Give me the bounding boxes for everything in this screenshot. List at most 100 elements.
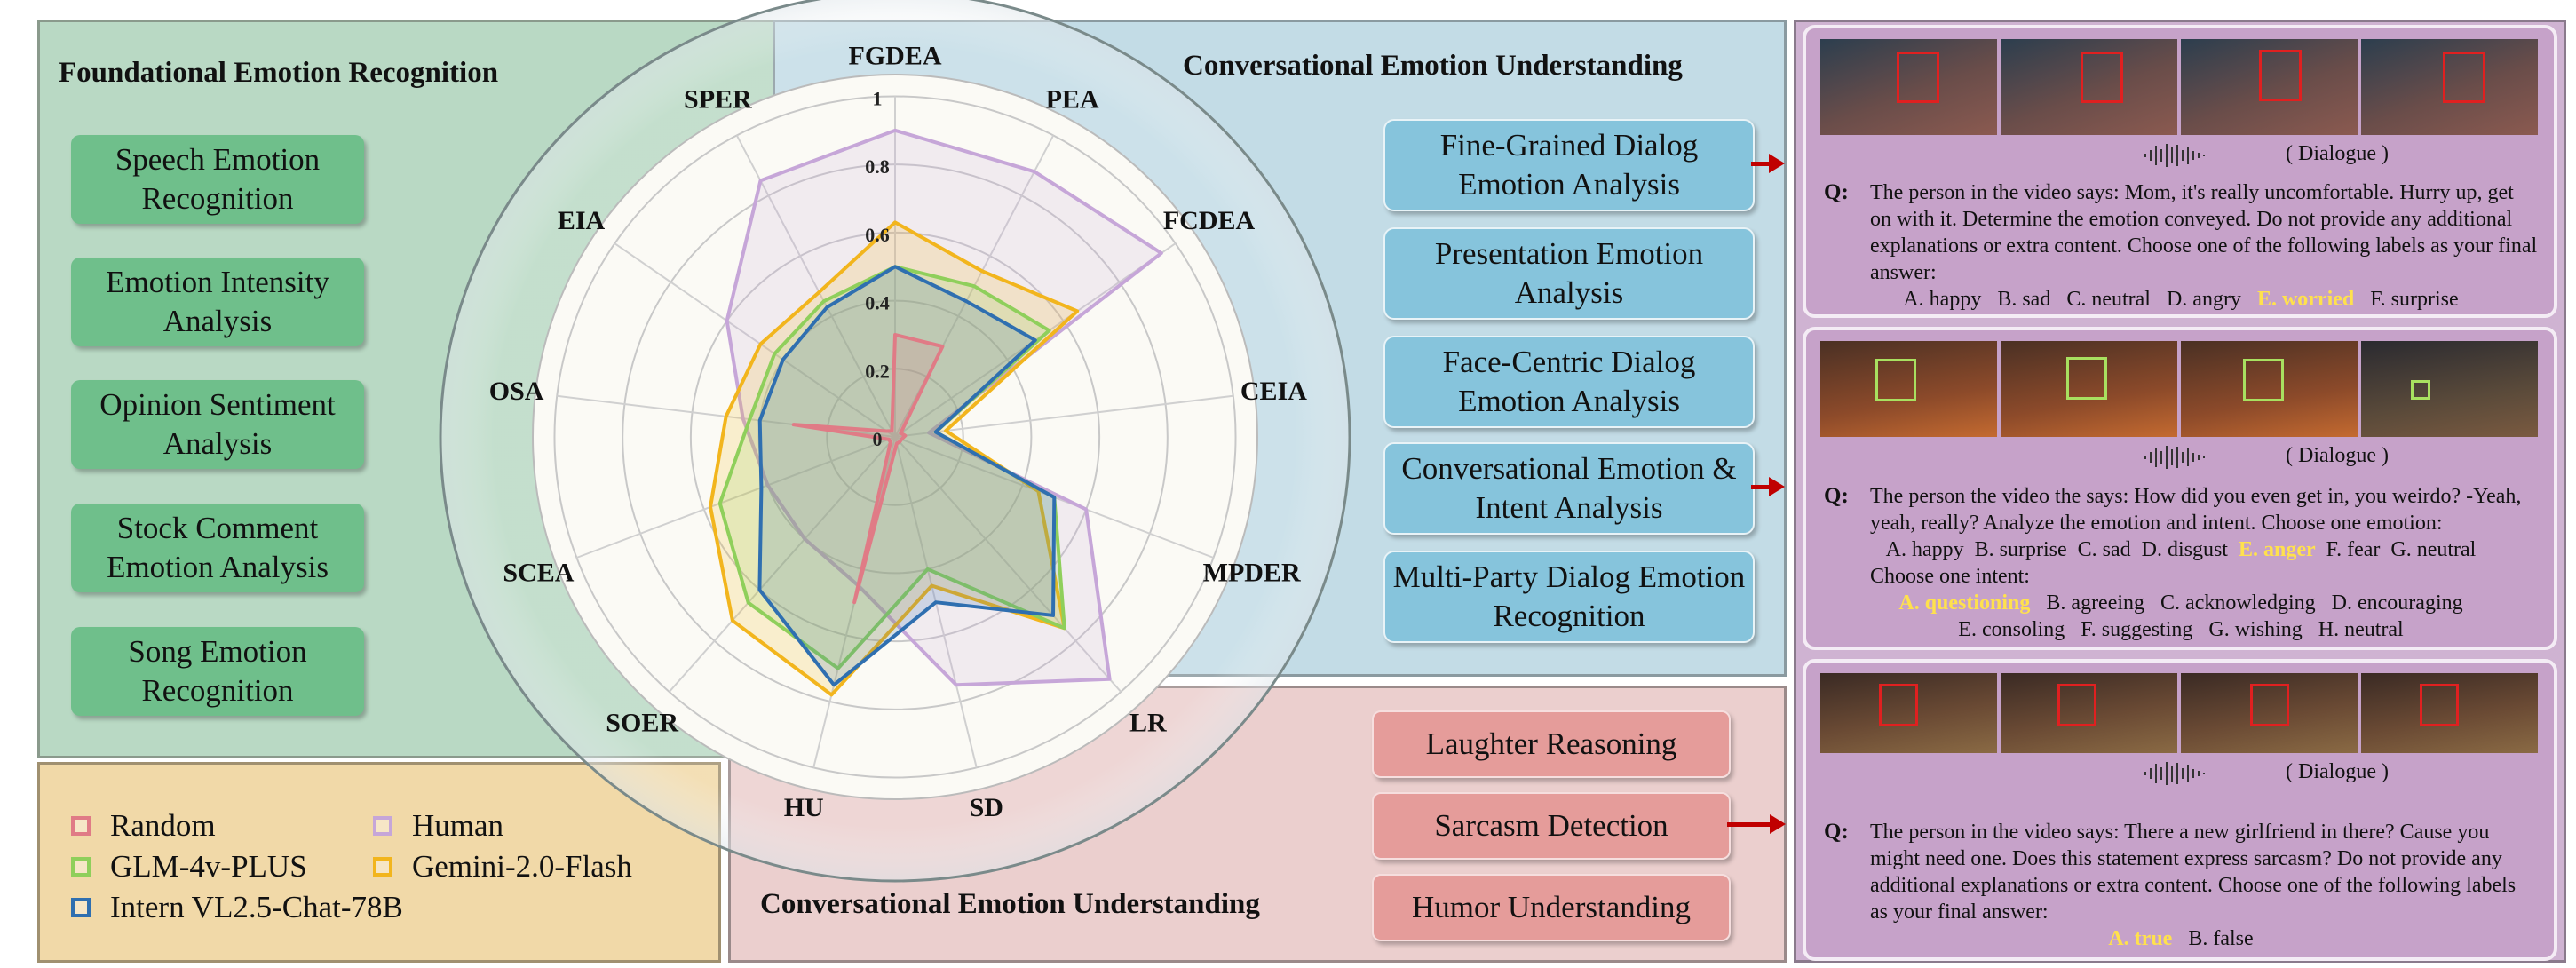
face-box bbox=[2259, 50, 2302, 101]
video-frame bbox=[2181, 39, 2358, 135]
task-fine-grained-dialog-emotion-analysis[interactable]: Fine-Grained Dialog Emotion Analysis bbox=[1383, 119, 1755, 211]
arrow-to-card-2 bbox=[1751, 477, 1785, 496]
video-frame bbox=[2001, 673, 2177, 753]
legend-swatch bbox=[71, 816, 91, 836]
face-box bbox=[2420, 684, 2459, 726]
option: D. angry bbox=[2166, 288, 2241, 311]
video-frame bbox=[2181, 673, 2358, 753]
option: B. false bbox=[2188, 927, 2254, 950]
option: A. happy bbox=[1903, 288, 1982, 311]
video-frames bbox=[1820, 341, 2538, 437]
legend-label: Intern VL2.5-Chat-78B bbox=[110, 890, 403, 924]
task-stock-comment-emotion-analysis[interactable]: Stock Comment Emotion Analysis bbox=[71, 504, 364, 592]
task-song-emotion-recognition[interactable]: Song Emotion Recognition bbox=[71, 627, 364, 716]
legend-glm: GLM-4v-PLUS bbox=[71, 849, 307, 885]
option: E. consoling bbox=[1958, 618, 2065, 641]
legend-label: Gemini-2.0-Flash bbox=[412, 849, 632, 884]
legend-gemini: Gemini-2.0-Flash bbox=[373, 849, 632, 885]
option: D. encouraging bbox=[2331, 591, 2463, 615]
legend-swatch bbox=[373, 816, 392, 836]
option-correct: A. questioning bbox=[1898, 591, 2031, 615]
task-laughter-reasoning[interactable]: Laughter Reasoning bbox=[1372, 710, 1731, 778]
legend-human: Human bbox=[373, 808, 503, 844]
conversational-title: Conversational Emotion Understanding bbox=[1183, 50, 1683, 82]
option: D. disgust bbox=[2141, 538, 2228, 561]
intent-options-1: A. questioning B. agreeing C. acknowledg… bbox=[1824, 590, 2538, 616]
video-frame bbox=[1820, 341, 1997, 437]
example-card-3: ( Dialogue ) Q: The person in the video … bbox=[1803, 659, 2557, 961]
legend-intern: Intern VL2.5-Chat-78B bbox=[71, 890, 403, 925]
option: B. sad bbox=[1997, 288, 2051, 311]
legend-swatch bbox=[71, 898, 91, 917]
option: F. fear bbox=[2326, 538, 2381, 561]
question-marker: Q: bbox=[1824, 180, 1849, 204]
face-box bbox=[1875, 359, 1916, 401]
question-text: Q: The person in the video says: Mom, it… bbox=[1824, 179, 2538, 313]
dialogue-label: ( Dialogue ) bbox=[2286, 760, 2389, 783]
option-correct: E. worried bbox=[2256, 288, 2355, 311]
face-box bbox=[2443, 52, 2485, 103]
legend-swatch bbox=[373, 857, 392, 877]
foundational-title: Foundational Emotion Recognition bbox=[59, 57, 499, 89]
option: H. neutral bbox=[2318, 618, 2404, 641]
question-body: The person in the video says: Mom, it's … bbox=[1870, 181, 2538, 284]
option-correct: A. true bbox=[2108, 927, 2173, 950]
question-body: The person in the video says: There a ne… bbox=[1870, 821, 2517, 924]
task-speech-emotion-recognition[interactable]: Speech Emotion Recognition bbox=[71, 135, 364, 224]
question-marker: Q: bbox=[1824, 820, 1849, 844]
face-box bbox=[2081, 52, 2123, 103]
answer-options: A. happy B. sad C. neutral D. angry E. w… bbox=[1824, 286, 2538, 313]
task-multi-party-dialog-emotion-recognition[interactable]: Multi-Party Dialog Emotion Recognition bbox=[1383, 551, 1755, 643]
task-opinion-sentiment-analysis[interactable]: Opinion Sentiment Analysis bbox=[71, 380, 364, 469]
option-correct: E. anger bbox=[2238, 538, 2316, 561]
face-box bbox=[2057, 684, 2096, 726]
video-frame bbox=[2181, 341, 2358, 437]
task-emotion-intensity-analysis[interactable]: Emotion Intensity Analysis bbox=[71, 258, 364, 346]
option: F. surprise bbox=[2370, 288, 2459, 311]
question-text: Q: The person in the video says: There a… bbox=[1824, 819, 2538, 952]
option: B. surprise bbox=[1974, 538, 2067, 561]
answer-options: A. true B. false bbox=[1824, 925, 2538, 952]
legend-random: Random bbox=[71, 808, 216, 844]
intent-prompt: Choose one intent: bbox=[1870, 565, 2030, 588]
video-frame bbox=[2361, 673, 2538, 753]
example-card-2: ( Dialogue ) Q: The person the video the… bbox=[1803, 327, 2557, 650]
face-box bbox=[2243, 359, 2284, 401]
dialogue-label: ( Dialogue ) bbox=[2286, 444, 2389, 467]
question-text: Q: The person the video the says: How di… bbox=[1824, 483, 2538, 643]
task-face-centric-dialog-emotion-analysis[interactable]: Face-Centric Dialog Emotion Analysis bbox=[1383, 336, 1755, 428]
option: G. neutral bbox=[2390, 538, 2477, 561]
legend-label: Human bbox=[412, 808, 504, 843]
video-frame bbox=[1820, 39, 1997, 135]
video-frame bbox=[1820, 673, 1997, 753]
intent-options-2: E. consoling F. suggesting G. wishing H.… bbox=[1824, 616, 2538, 643]
face-box bbox=[1879, 684, 1918, 726]
face-box bbox=[2250, 684, 2289, 726]
audio-wave-icon bbox=[2144, 762, 2205, 785]
legend-label: GLM-4v-PLUS bbox=[110, 849, 307, 884]
question-body: The person the video the says: How did y… bbox=[1870, 485, 2522, 535]
option: C. sad bbox=[2077, 538, 2131, 561]
video-frame bbox=[2361, 39, 2538, 135]
example-card-1: ( Dialogue ) Q: The person in the video … bbox=[1803, 25, 2557, 318]
arrow-to-card-1 bbox=[1751, 154, 1785, 173]
arrow-to-card-3 bbox=[1727, 814, 1786, 834]
dialogue-label: ( Dialogue ) bbox=[2286, 142, 2389, 165]
video-frame bbox=[2361, 341, 2538, 437]
audio-wave-icon bbox=[2144, 144, 2205, 167]
task-presentation-emotion-analysis[interactable]: Presentation Emotion Analysis bbox=[1383, 227, 1755, 320]
video-frames bbox=[1820, 673, 2538, 753]
task-humor-understanding[interactable]: Humor Understanding bbox=[1372, 874, 1731, 941]
option: G. wishing bbox=[2208, 618, 2303, 641]
option: F. suggesting bbox=[2081, 618, 2193, 641]
video-frame bbox=[2001, 341, 2177, 437]
conversational-title-2: Conversational Emotion Understanding bbox=[760, 888, 1260, 920]
task-conversational-emotion-intent-analysis[interactable]: Conversational Emotion & Intent Analysis bbox=[1383, 442, 1755, 535]
face-box bbox=[2411, 380, 2430, 400]
task-sarcasm-detection[interactable]: Sarcasm Detection bbox=[1372, 792, 1731, 860]
emotion-options: A. happy B. surprise C. sad D. disgust E… bbox=[1824, 536, 2538, 563]
face-box bbox=[2066, 357, 2107, 400]
option: B. agreeing bbox=[2046, 591, 2145, 615]
legend-swatch bbox=[71, 857, 91, 877]
face-box bbox=[1897, 52, 1939, 103]
